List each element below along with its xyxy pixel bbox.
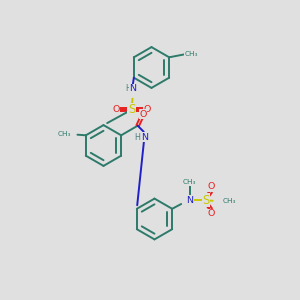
Text: CH₃: CH₃ [183, 179, 196, 185]
Text: H: H [135, 133, 141, 142]
Text: CH₃: CH₃ [223, 198, 236, 204]
Text: O: O [112, 105, 119, 114]
Text: H: H [125, 84, 131, 93]
Text: N: N [129, 84, 137, 93]
Text: O: O [143, 105, 151, 114]
Text: N: N [141, 133, 148, 142]
Text: S: S [128, 103, 135, 116]
Text: O: O [208, 209, 215, 218]
Text: CH₃: CH₃ [57, 131, 71, 137]
Text: S: S [202, 194, 210, 207]
Text: O: O [140, 110, 147, 119]
Text: CH₃: CH₃ [184, 51, 198, 57]
Text: O: O [208, 182, 215, 191]
Text: N: N [186, 196, 193, 205]
